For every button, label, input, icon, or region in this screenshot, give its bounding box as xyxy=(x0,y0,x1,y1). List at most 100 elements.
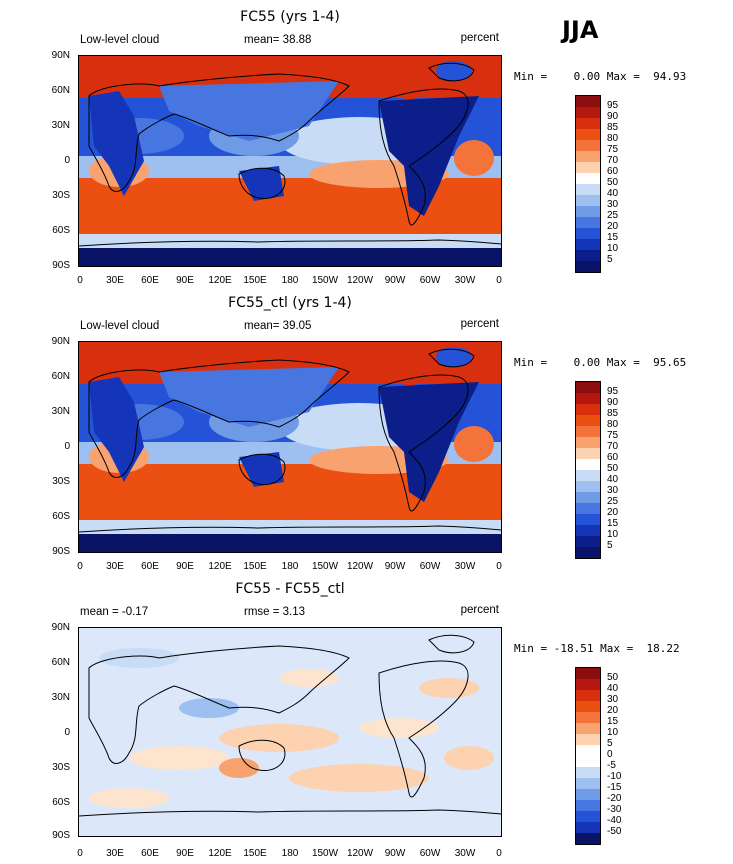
colorbar-label: 25 xyxy=(607,496,619,507)
x-tick: 0 xyxy=(77,275,83,286)
x-tick: 90E xyxy=(176,848,194,859)
y-tick: 60N xyxy=(51,85,70,96)
y-tick: 90N xyxy=(51,622,70,633)
colorbar-label: 10 xyxy=(607,529,619,540)
x-tick: 30E xyxy=(106,848,124,859)
colorbar-label: 85 xyxy=(607,122,619,133)
mean-label: mean= 38.88 xyxy=(244,34,312,46)
x-tick: 60W xyxy=(419,561,441,572)
colorbar-label: -15 xyxy=(607,782,622,793)
colorbar-label: 5 xyxy=(607,738,613,749)
colorbar xyxy=(575,667,601,845)
mean-label: mean= 39.05 xyxy=(244,320,312,332)
x-tick: 90W xyxy=(384,848,406,859)
x-tick: 120W xyxy=(346,848,374,859)
colorbar-label: 25 xyxy=(607,210,619,221)
x-tick: 90E xyxy=(176,561,194,572)
mean-label: mean = -0.17 xyxy=(80,606,149,618)
y-tick: 30N xyxy=(51,406,70,417)
y-tick: 90N xyxy=(51,336,70,347)
y-tick: 90S xyxy=(52,260,70,271)
panel-title: FC55_ctl (yrs 1-4) xyxy=(228,295,352,311)
units-label: percent xyxy=(460,32,499,44)
y-tick: 30N xyxy=(51,692,70,703)
x-tick: 150W xyxy=(311,561,339,572)
colorbar-label: 90 xyxy=(607,111,619,122)
colorbar-label: 95 xyxy=(607,100,619,111)
x-tick: 30E xyxy=(106,275,124,286)
colorbar xyxy=(575,95,601,273)
units-label: percent xyxy=(460,604,499,616)
colorbar-label: 50 xyxy=(607,463,619,474)
x-tick: 90E xyxy=(176,275,194,286)
colorbar-label: 0 xyxy=(607,749,613,760)
colorbar-label: 20 xyxy=(607,705,619,716)
x-tick: 0 xyxy=(496,848,502,859)
colorbar-label: 30 xyxy=(607,694,619,705)
map-panel-1: FC55 (yrs 1-4) Low-level cloud mean= 38.… xyxy=(0,0,733,290)
difference-map-svg xyxy=(79,628,501,836)
colorbar-label: 5 xyxy=(607,254,613,265)
x-tick: 150E xyxy=(243,848,267,859)
min-max-readout: Min = -18.51 Max = 18.22 xyxy=(514,642,680,655)
colorbar-label: 50 xyxy=(607,672,619,683)
x-tick: 150E xyxy=(243,561,267,572)
colorbar-label: 20 xyxy=(607,507,619,518)
y-tick: 90S xyxy=(52,546,70,557)
y-tick: 60N xyxy=(51,657,70,668)
colorbar-label: 75 xyxy=(607,430,619,441)
colorbar-label: 95 xyxy=(607,386,619,397)
min-max-readout: Min = 0.00 Max = 95.65 xyxy=(514,356,687,369)
x-tick: 0 xyxy=(77,848,83,859)
colorbar-label: -30 xyxy=(607,804,622,815)
colorbar-label: 50 xyxy=(607,177,619,188)
cloud-map-svg xyxy=(79,56,501,266)
colorbar-label: 70 xyxy=(607,155,619,166)
x-tick: 30W xyxy=(454,848,476,859)
x-tick: 180 xyxy=(281,275,299,286)
colorbar-label: -10 xyxy=(607,771,622,782)
colorbar-label: 15 xyxy=(607,232,619,243)
map-panel-2: FC55_ctl (yrs 1-4) Low-level cloud mean=… xyxy=(0,286,733,576)
y-tick: 0 xyxy=(64,727,70,738)
colorbar-label: 60 xyxy=(607,166,619,177)
colorbar-label: 15 xyxy=(607,518,619,529)
x-tick: 30W xyxy=(454,561,476,572)
cloud-map xyxy=(78,55,502,267)
colorbar-label: -20 xyxy=(607,793,622,804)
colorbar-label: 30 xyxy=(607,485,619,496)
x-tick: 60E xyxy=(141,848,159,859)
x-tick: 60W xyxy=(419,275,441,286)
colorbar-label: 75 xyxy=(607,144,619,155)
x-tick: 150W xyxy=(311,848,339,859)
x-tick: 90W xyxy=(384,561,406,572)
y-tick: 30S xyxy=(52,190,70,201)
x-tick: 120W xyxy=(346,561,374,572)
min-max-readout: Min = 0.00 Max = 94.93 xyxy=(514,70,687,83)
y-tick: 0 xyxy=(64,155,70,166)
colorbar-label: -5 xyxy=(607,760,616,771)
colorbar-label: -40 xyxy=(607,815,622,826)
y-tick: 90N xyxy=(51,50,70,61)
colorbar-label: 10 xyxy=(607,727,619,738)
colorbar-label: -50 xyxy=(607,826,622,837)
x-tick: 180 xyxy=(281,848,299,859)
colorbar-label: 15 xyxy=(607,716,619,727)
x-tick: 30W xyxy=(454,275,476,286)
variable-label: Low-level cloud xyxy=(80,320,160,332)
x-tick: 150E xyxy=(243,275,267,286)
x-tick: 60E xyxy=(141,561,159,572)
y-tick: 90S xyxy=(52,830,70,841)
colorbar-label: 20 xyxy=(607,221,619,232)
colorbar-label: 5 xyxy=(607,540,613,551)
colorbar-label: 80 xyxy=(607,419,619,430)
y-tick: 60N xyxy=(51,371,70,382)
rmse-label: rmse = 3.13 xyxy=(244,606,306,618)
colorbar-label: 40 xyxy=(607,474,619,485)
cloud-map-svg xyxy=(79,342,501,552)
panel-title: FC55 (yrs 1-4) xyxy=(240,9,340,25)
y-tick: 60S xyxy=(52,225,70,236)
x-tick: 120W xyxy=(346,275,374,286)
cloud-map xyxy=(78,341,502,553)
x-tick: 60W xyxy=(419,848,441,859)
